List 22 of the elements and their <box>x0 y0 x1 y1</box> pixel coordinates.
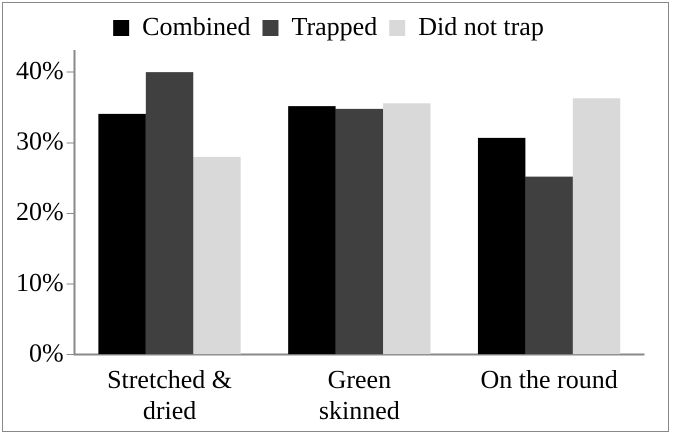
bar <box>478 138 526 354</box>
category-label: On the round <box>480 365 618 394</box>
legend-label: Did not trap <box>418 12 544 41</box>
bar <box>336 108 384 354</box>
category-label: skinned <box>318 396 400 426</box>
y-tick-label: 20% <box>16 197 64 226</box>
bar <box>383 103 430 354</box>
bar <box>288 106 336 354</box>
legend-label: Trapped <box>291 12 378 41</box>
bar <box>572 98 620 354</box>
bar <box>146 72 194 354</box>
y-tick-label: 30% <box>16 126 64 156</box>
y-tick-label: 10% <box>16 268 64 297</box>
bar <box>98 114 146 354</box>
category-label: Stretched & <box>107 365 232 394</box>
bar <box>193 156 241 354</box>
bar <box>525 176 573 354</box>
y-tick-label: 40% <box>16 56 64 86</box>
y-tick-label: 0% <box>28 338 64 368</box>
category-label: Green <box>328 365 392 394</box>
category-label: dried <box>142 396 196 426</box>
legend-label: Combined <box>142 12 251 41</box>
